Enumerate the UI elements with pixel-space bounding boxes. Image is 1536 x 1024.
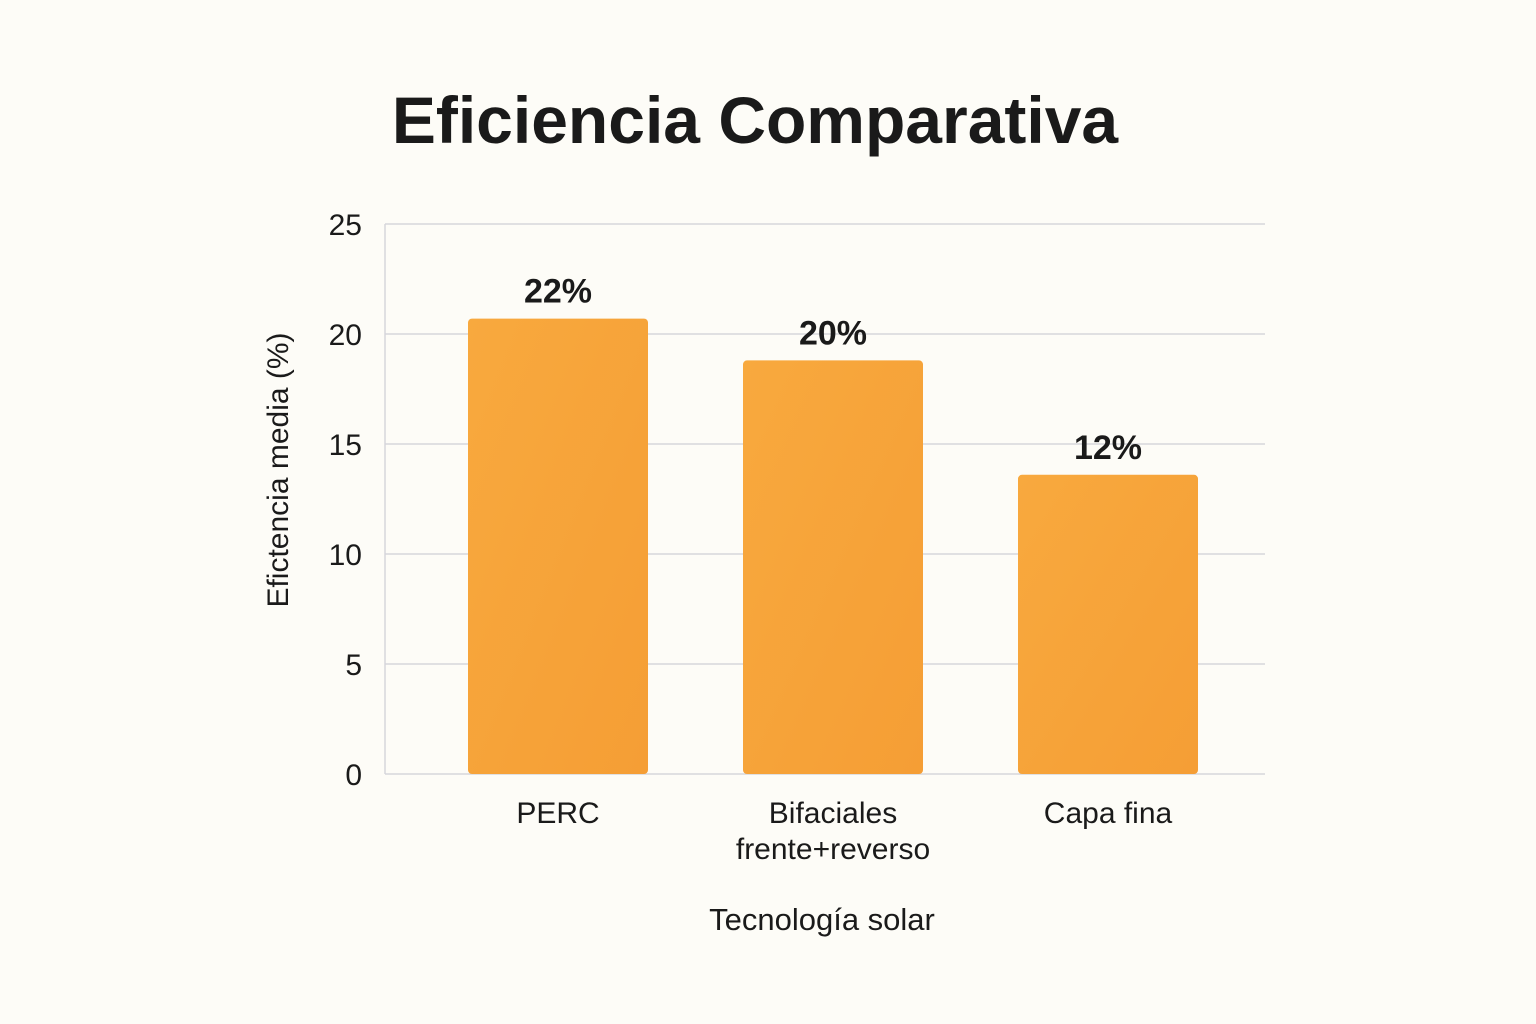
y-tick-label: 0 <box>345 759 362 792</box>
x-tick-label: Bifaciales <box>769 797 897 830</box>
y-tick-label: 15 <box>329 429 362 462</box>
data-label: 20% <box>799 314 867 352</box>
y-axis-label: Efictencia media (%) <box>262 332 295 607</box>
chart-title: Eficiencia Comparativa <box>391 83 1119 157</box>
y-tick-label: 20 <box>329 319 362 352</box>
x-tick-label: frente+reverso <box>736 833 930 866</box>
y-tick-label: 10 <box>329 539 362 572</box>
bar <box>1018 474 1198 774</box>
bar <box>468 318 648 774</box>
x-axis-label: Tecnología solar <box>709 902 935 937</box>
y-tick-label: 25 <box>329 209 362 242</box>
data-label: 22% <box>524 273 592 311</box>
y-tick-label: 5 <box>345 649 362 682</box>
data-label: 12% <box>1074 429 1142 467</box>
bar <box>743 360 923 774</box>
x-tick-label: PERC <box>516 797 599 830</box>
x-tick-label: Capa fina <box>1044 797 1173 830</box>
